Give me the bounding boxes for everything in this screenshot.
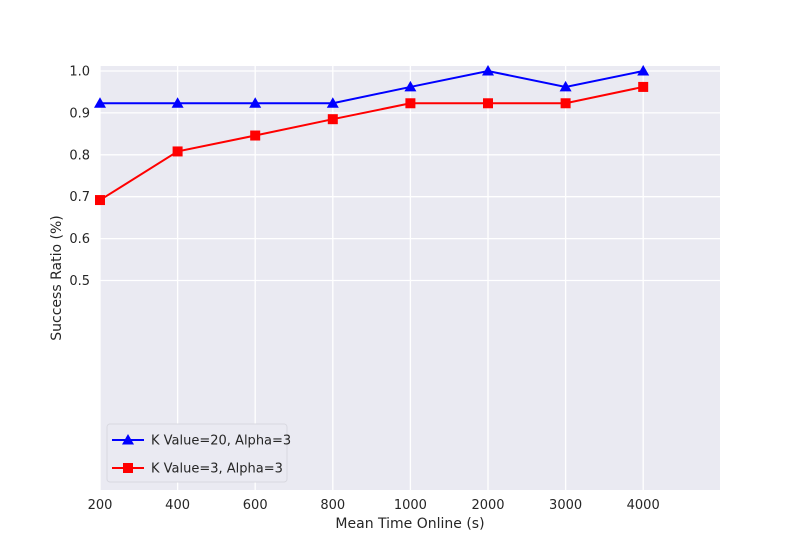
data-point (95, 195, 105, 206)
data-point (404, 80, 417, 92)
x-tick-label: 600 (243, 498, 268, 513)
y-tick-label: 0.8 (69, 148, 90, 163)
legend-label: K Value=20, Alpha=3 (151, 434, 291, 449)
data-point (172, 146, 183, 157)
legend-item: K Value=3, Alpha=3 (112, 462, 283, 477)
data-point (483, 98, 493, 109)
x-tick-label: 4000 (627, 498, 660, 513)
x-tick-label: 2000 (471, 498, 504, 513)
data-point (638, 81, 649, 92)
data-point (482, 65, 494, 76)
x-tick-label: 200 (88, 498, 113, 513)
series-line (99, 85, 644, 201)
data-point (249, 97, 262, 108)
data-point (326, 97, 339, 108)
x-tick-label: 3000 (549, 498, 582, 513)
series-layer (94, 65, 650, 206)
y-tick-label: 0.6 (69, 232, 90, 247)
series-line (100, 69, 644, 105)
y-tick-label: 1.0 (69, 65, 90, 80)
x-tick-label: 800 (320, 498, 345, 513)
y-tick-label: 0.5 (69, 274, 90, 289)
data-point (559, 80, 572, 92)
data-point (250, 130, 261, 141)
x-tick-label: 400 (165, 498, 190, 513)
y-tick-labels: 0.5 0.6 0.7 0.8 0.9 1.0 (69, 65, 90, 290)
x-tick-label: 1000 (394, 498, 427, 513)
legend-label: K Value=3, Alpha=3 (151, 462, 283, 477)
series-2 (95, 81, 649, 206)
legend-item: K Value=20, Alpha=3 (112, 434, 291, 449)
data-point (171, 97, 184, 108)
x-tick-labels: 200 400 600 800 1000 2000 3000 4000 (88, 498, 660, 513)
series-1 (94, 65, 650, 108)
legend-box (106, 423, 288, 483)
y-tick-label: 0.9 (69, 106, 90, 121)
y-axis-label: Success Ratio (%) (49, 215, 65, 340)
data-point (94, 97, 106, 108)
data-point (405, 98, 416, 109)
legend: K Value=20, Alpha=3 K Value=3, Alpha=3 (106, 423, 291, 483)
x-axis-label: Mean Time Online (s) (335, 516, 484, 532)
data-point (560, 98, 571, 109)
data-point (637, 65, 650, 76)
legend-marker (123, 463, 133, 473)
data-point (327, 114, 338, 125)
legend-marker (122, 434, 134, 445)
y-tick-label: 0.7 (69, 190, 90, 205)
